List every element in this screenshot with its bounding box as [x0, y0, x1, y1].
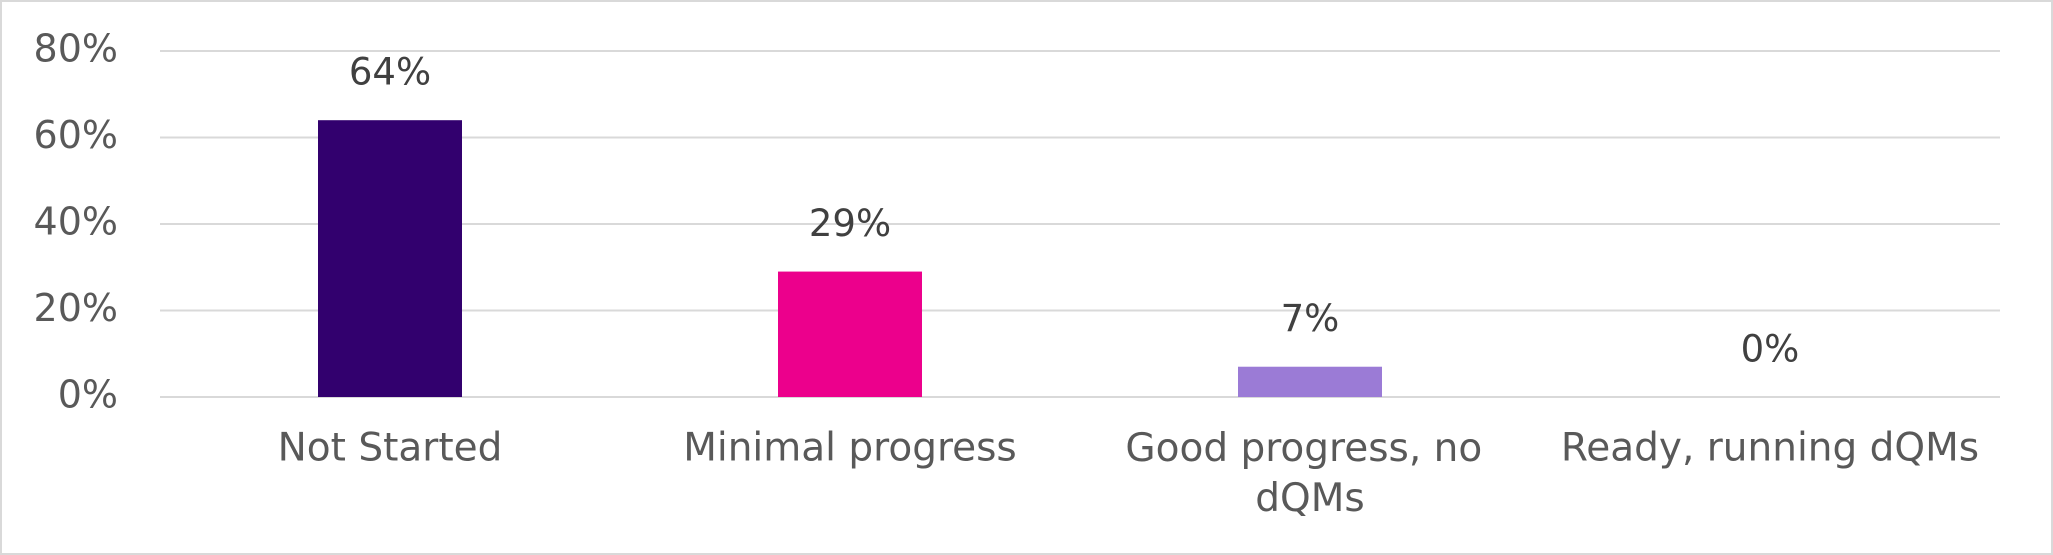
bar: [778, 271, 922, 397]
y-tick-label: 60%: [34, 113, 118, 157]
value-label: 7%: [1281, 297, 1340, 340]
x-tick-label: Minimal progress: [683, 426, 1017, 471]
x-tick-label: Good progress, no dQMs: [1125, 426, 1494, 521]
x-tick-label: Ready, running dQMs: [1561, 426, 1979, 471]
y-tick-label: 0%: [58, 373, 118, 417]
bar: [1238, 366, 1382, 397]
value-label: 29%: [809, 202, 891, 245]
bar: [318, 120, 462, 397]
y-tick-label: 40%: [34, 200, 118, 244]
y-tick-label: 20%: [34, 286, 118, 330]
value-label: 0%: [1741, 328, 1800, 371]
y-tick-label: 80%: [34, 27, 118, 71]
x-tick-label: Not Started: [278, 426, 503, 471]
value-label: 64%: [349, 51, 431, 94]
